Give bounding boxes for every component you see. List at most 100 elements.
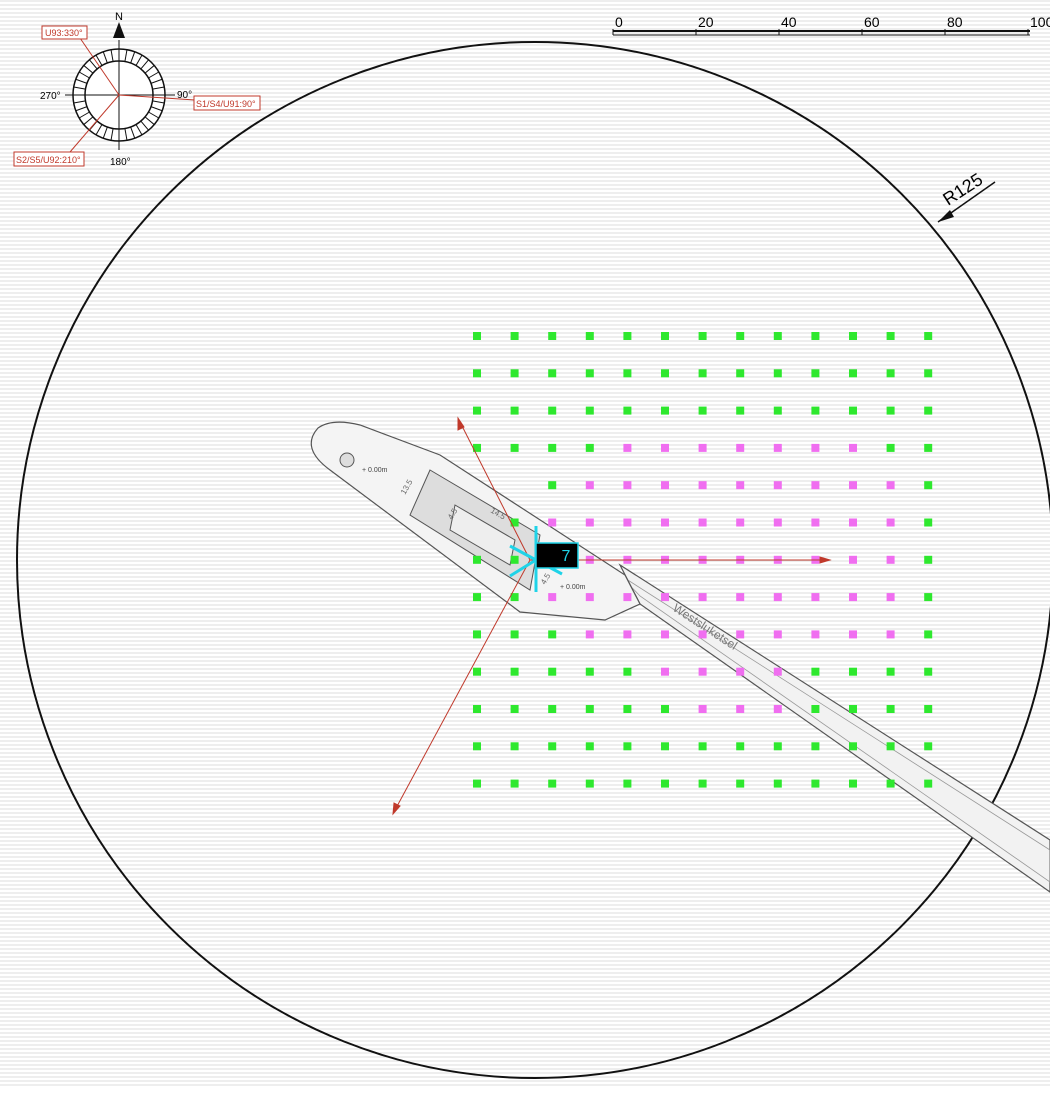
measurement-point [811,667,820,676]
measurement-point [849,406,857,415]
compass-tick [150,78,163,84]
measurement-point [698,443,707,452]
measurement-point [510,667,519,676]
compass-tick [89,59,98,70]
measurement-point [473,779,481,788]
measurement-point [473,593,481,602]
compass-tick [102,126,108,139]
compass-tick [73,100,86,104]
compass-tick [75,106,88,112]
measurement-point [886,630,895,639]
measurement-point [698,369,707,378]
measurement-point [548,742,557,751]
measurement-point [886,667,895,676]
measurement-point [548,518,557,527]
measurement-point [510,555,519,564]
measurement-point [623,332,632,340]
measurement-point [661,742,669,751]
measurement-point [773,332,782,340]
measurement-point [623,705,632,713]
measurement-point [811,406,820,415]
measurement-point [773,667,782,676]
compass-tick [148,111,160,119]
measurement-point [548,481,557,490]
compass-tick [75,78,88,84]
measurement-point [736,630,745,639]
measurement-point [623,742,632,751]
measurement-point [924,630,933,639]
measurement-point [698,593,707,602]
measurement-point [849,779,857,788]
measurement-point [773,630,782,639]
level-label: + 0.00m [362,467,388,474]
measurement-point [736,481,745,490]
measurement-point [510,443,519,452]
measurement-point [886,779,895,788]
scale-label: 80 [947,14,963,30]
compass-tick [124,49,128,62]
measurement-point [698,332,707,340]
measurement-point [924,369,933,378]
measurement-point [698,667,707,676]
measurement-point [585,443,594,452]
measurement-point [698,742,707,751]
measurement-point [548,593,557,602]
measurement-point [510,742,519,751]
measurement-point [849,555,857,564]
compass-tick [83,65,94,74]
measurement-point [661,481,669,490]
measurement-point [924,593,933,602]
compass-tick [78,111,90,119]
measurement-point [773,593,782,602]
compass-tick [124,128,128,141]
measurement-point [811,705,820,713]
measurement-point [585,518,594,527]
marker: 7 [509,526,579,592]
measurement-grid [473,332,933,788]
measurement-point [548,630,557,639]
measurement-point [661,443,669,452]
compass-tick [152,86,165,90]
measurement-point [924,443,933,452]
measurement-point [548,667,557,676]
measurement-point [661,332,669,340]
compass-tick [135,54,143,66]
measurement-point [811,518,820,527]
measurement-point [849,742,857,751]
marker-label: 7 [562,548,571,565]
measurement-point [510,630,519,639]
measurement-point [473,742,481,751]
measurement-point [924,742,933,751]
measurement-point [736,518,745,527]
compass-tick [135,124,143,136]
measurement-point [736,779,745,788]
measurement-point [924,667,933,676]
measurement-point [661,406,669,415]
measurement-point [623,406,632,415]
measurement-point [811,630,820,639]
measurement-point [473,667,481,676]
compass-tick [152,100,165,104]
measurement-point [661,630,669,639]
measurement-point [811,779,820,788]
measurement-point [623,481,632,490]
measurement-point [924,555,933,564]
measurement-point [510,779,519,788]
compass-tick [73,86,86,90]
measurement-point [811,742,820,751]
measurement-point [811,481,820,490]
radius-circle [16,41,1050,1079]
compass-tick [148,71,160,79]
measurement-point [924,518,933,527]
measurement-point [661,779,669,788]
measurement-point [548,443,557,452]
measurement-point [548,332,557,340]
measurement-point [585,705,594,713]
measurement-point [661,705,669,713]
compass-tick [95,124,103,136]
measurement-point [510,705,519,713]
measurement-point [736,742,745,751]
measurement-point [510,369,519,378]
measurement-point [924,705,933,713]
